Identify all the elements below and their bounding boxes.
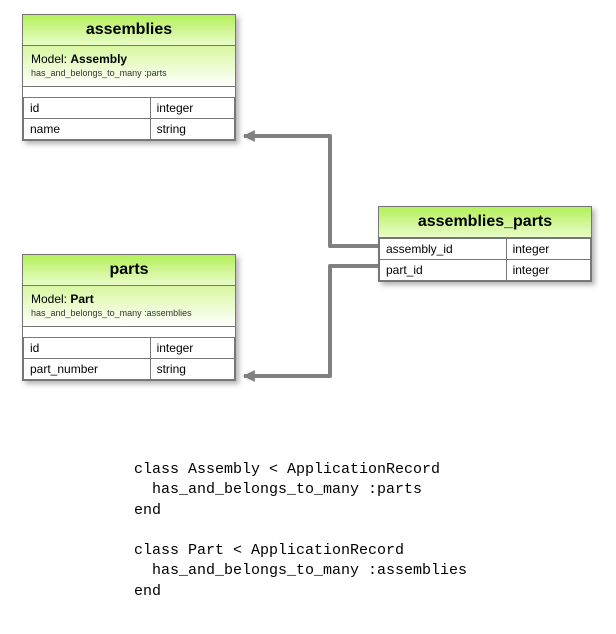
table-row: id integer — [24, 97, 235, 118]
table-row: part_number string — [24, 358, 235, 379]
table-row: name string — [24, 118, 235, 139]
table-header-parts: parts — [23, 255, 235, 286]
col-type: integer — [506, 239, 590, 260]
col-type: integer — [506, 260, 590, 281]
col-name: id — [24, 97, 151, 118]
table-row: id integer — [24, 337, 235, 358]
table-assemblies-parts: assemblies_parts assembly_id integer par… — [378, 206, 592, 282]
table-header-assemblies: assemblies — [23, 15, 235, 46]
columns-join: assembly_id integer part_id integer — [379, 238, 591, 281]
columns-assemblies: id integer name string — [23, 87, 235, 140]
model-label: Model: — [31, 292, 67, 306]
table-assemblies: assemblies Model: Assembly has_and_belon… — [22, 14, 236, 141]
col-name: assembly_id — [380, 239, 507, 260]
table-header-assemblies-parts: assemblies_parts — [379, 207, 591, 238]
col-type: string — [150, 358, 234, 379]
model-line-assemblies: Model: Assembly — [23, 46, 235, 68]
association-text-assemblies: has_and_belongs_to_many :parts — [23, 68, 235, 87]
model-name: Assembly — [70, 52, 127, 66]
table-row: part_id integer — [380, 260, 591, 281]
col-name: name — [24, 118, 151, 139]
col-name: part_id — [380, 260, 507, 281]
code-block: class Assembly < ApplicationRecord has_a… — [134, 460, 467, 602]
model-label: Model: — [31, 52, 67, 66]
table-row: assembly_id integer — [380, 239, 591, 260]
model-name: Part — [70, 292, 93, 306]
diagram-canvas: assemblies Model: Assembly has_and_belon… — [0, 0, 616, 634]
col-name: id — [24, 337, 151, 358]
col-type: integer — [150, 97, 234, 118]
col-type: string — [150, 118, 234, 139]
col-name: part_number — [24, 358, 151, 379]
col-type: integer — [150, 337, 234, 358]
association-text-parts: has_and_belongs_to_many :assemblies — [23, 308, 235, 327]
columns-parts: id integer part_number string — [23, 327, 235, 380]
table-parts: parts Model: Part has_and_belongs_to_man… — [22, 254, 236, 381]
model-line-parts: Model: Part — [23, 286, 235, 308]
